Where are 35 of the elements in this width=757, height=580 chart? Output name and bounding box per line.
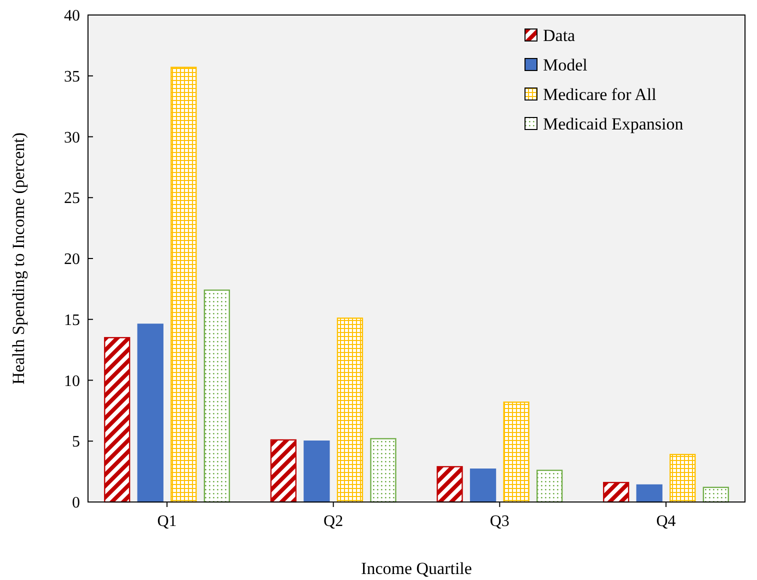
y-tick-label: 20: [64, 251, 80, 268]
bar: [170, 66, 197, 503]
legend-label: Medicare for All: [543, 84, 657, 104]
bar: [104, 337, 130, 503]
y-tick-label: 35: [64, 68, 80, 86]
bar: [270, 439, 297, 503]
bar: [636, 484, 662, 503]
bar: [603, 482, 630, 503]
bar: [536, 470, 563, 503]
bar: [336, 318, 364, 503]
legend-label: Medicaid Expansion: [543, 114, 684, 134]
legend-label: Data: [543, 26, 576, 45]
y-axis-title: Health Spending to Income (percent): [9, 132, 28, 385]
y-tick-label: 25: [64, 190, 80, 208]
bar: [470, 468, 496, 503]
x-tick-label: Q3: [490, 513, 510, 530]
bar: [702, 486, 729, 503]
x-tick-label: Q4: [656, 513, 676, 530]
y-tick-label: 40: [64, 8, 80, 25]
y-tick-label: 30: [64, 129, 80, 146]
y-tick-label: 15: [64, 312, 80, 329]
x-tick-label: Q1: [157, 513, 177, 530]
x-tick-label: Q2: [324, 513, 344, 530]
bar: [137, 324, 164, 503]
bar: [204, 290, 230, 503]
bar: [304, 440, 330, 503]
bar: [503, 402, 530, 503]
y-tick-label: 0: [72, 494, 80, 512]
bar: [370, 438, 396, 503]
y-tick-label: 5: [72, 434, 80, 451]
y-tick-label: 10: [64, 372, 80, 390]
bar: [670, 454, 696, 503]
legend-label: Model: [543, 55, 588, 74]
bar: [436, 466, 463, 503]
x-axis-title: Income Quartile: [361, 559, 472, 578]
